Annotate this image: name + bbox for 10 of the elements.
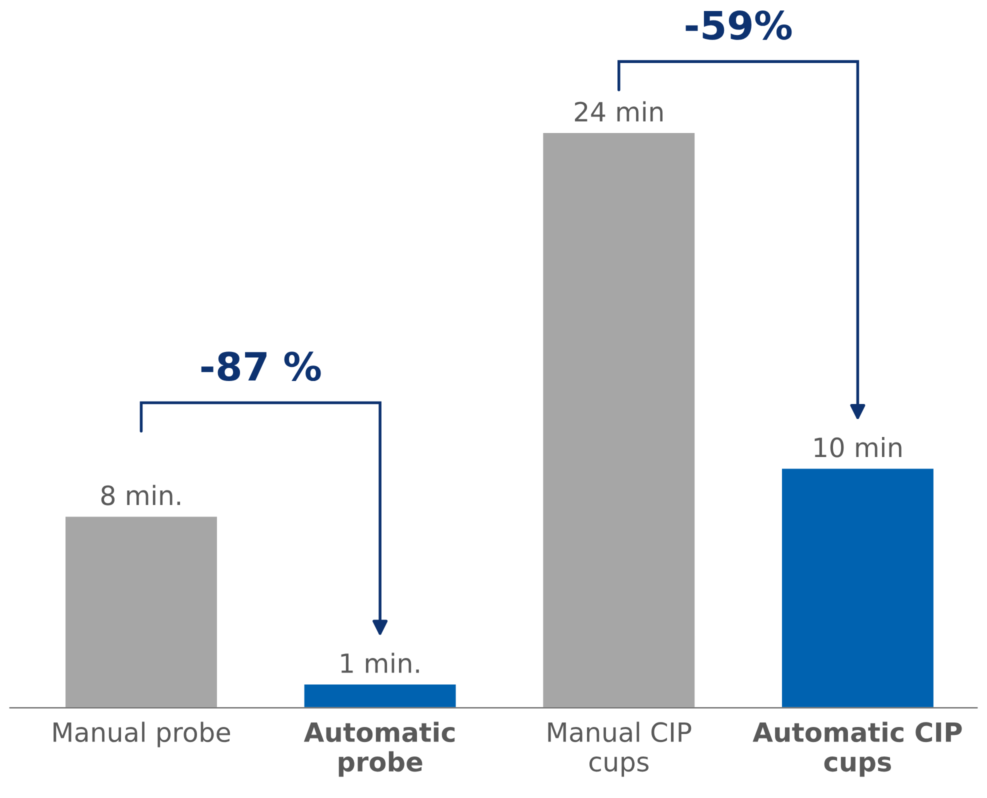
x-tick-label: Manual CIP cups (548, 722, 692, 777)
x-tick-label: Automatic probe (304, 722, 455, 777)
data-label: 24 min (574, 101, 663, 122)
text: -59% (686, 10, 792, 40)
data-label: 10 min (814, 436, 902, 458)
data-label: 1 min. (341, 652, 419, 673)
x-tick-label: Manual probe (54, 722, 230, 748)
annotation: -87 % (201, 352, 321, 382)
data-label: 8 min. (101, 484, 180, 506)
x-tick-label: Automatic CIP cups (752, 722, 962, 777)
